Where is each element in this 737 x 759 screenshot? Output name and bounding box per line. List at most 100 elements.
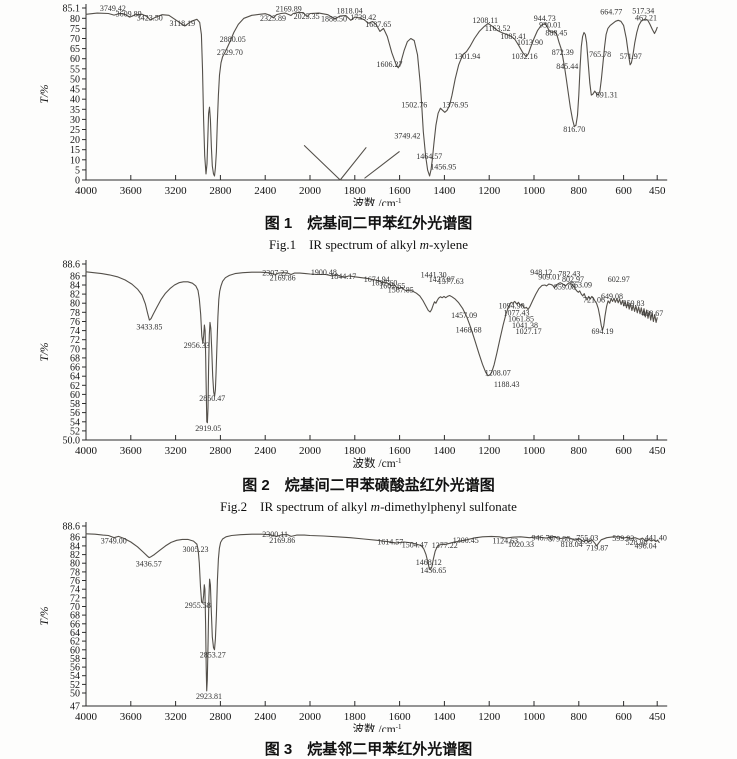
peak-wavenumber-label: 3749.42 bbox=[394, 132, 420, 141]
caption-italic: m bbox=[370, 498, 381, 514]
y-tick-label: 54 bbox=[70, 671, 80, 682]
y-tick-label: 52 bbox=[70, 680, 80, 691]
peak-wavenumber-label: 2955.58 bbox=[185, 601, 211, 610]
peak-wavenumber-label: 602.97 bbox=[608, 275, 630, 284]
y-tick-label: 76 bbox=[70, 317, 80, 328]
y-tick-label: 58 bbox=[70, 654, 80, 665]
peak-wavenumber-label: 1377.22 bbox=[432, 541, 458, 550]
y-tick-label: 50 bbox=[70, 688, 80, 699]
peak-wavenumber-label: 1602.65 bbox=[379, 282, 405, 291]
y-tick-label: 66 bbox=[70, 619, 80, 630]
y-tick-label: 80 bbox=[70, 299, 80, 310]
figure-3: 88.6 86 84 82 80 78 76 74 72 70 68 66 64 62 60 58 56 54 52… bbox=[0, 520, 737, 759]
peak-wavenumber-label: 559.83 bbox=[623, 299, 645, 308]
x-tick-label: 450 bbox=[649, 185, 666, 197]
peak-wavenumber-label: 2325.89 bbox=[260, 14, 286, 23]
peak-wavenumber-label: 1456.95 bbox=[430, 163, 456, 172]
peak-wavenumber-label: 2025.35 bbox=[294, 12, 320, 21]
y-tick-label: 5 bbox=[75, 165, 80, 176]
y-tick-label: 60 bbox=[70, 390, 80, 401]
x-tick-label: 1000 bbox=[523, 185, 546, 197]
x-tick-label: 2400 bbox=[254, 445, 277, 457]
peak-wavenumber-label: 468.67 bbox=[641, 309, 663, 318]
peak-wavenumber-label: 782.43 bbox=[558, 269, 580, 278]
y-axis-title: T/% bbox=[39, 342, 51, 361]
x-tick-label: 600 bbox=[615, 185, 632, 197]
peak-wavenumber-label: 3433.85 bbox=[136, 323, 162, 332]
ir-spectrum-chart-2: 88.6 86 84 82 80 78 76 74 72 70 68 66 64 62 60 58 56 54 52… bbox=[0, 258, 737, 473]
y-tick-label: 78 bbox=[70, 567, 80, 578]
peak-wavenumber-label: 2956.33 bbox=[184, 341, 210, 350]
peak-wavenumber-label: 1888.50 bbox=[321, 15, 347, 24]
y-tick-label: 15 bbox=[70, 145, 80, 156]
peak-wavenumber-label: 872.39 bbox=[552, 48, 574, 57]
peak-wavenumber-label: 816.70 bbox=[563, 125, 585, 134]
x-tick-label: 2000 bbox=[299, 711, 322, 723]
peak-wavenumber-label: 1504.47 bbox=[402, 540, 428, 549]
x-tick-label: 1800 bbox=[344, 445, 367, 457]
peak-wavenumber-label: 2307.22 bbox=[262, 268, 288, 277]
x-tick-label: 1400 bbox=[433, 445, 456, 457]
x-tick-label: 800 bbox=[571, 711, 588, 723]
curve-artifact-line bbox=[364, 151, 400, 179]
peak-wavenumber-label: 1567.85 bbox=[388, 285, 414, 294]
x-axis-title: 波数 /cm-1 bbox=[353, 456, 402, 468]
x-tick-label: 2800 bbox=[209, 445, 232, 457]
y-tick-label: 45 bbox=[70, 85, 80, 96]
peak-wavenumber-label: 3436.57 bbox=[136, 560, 162, 569]
y-tick-label: 40 bbox=[70, 95, 80, 106]
peak-wavenumber-label: 1163.52 bbox=[485, 24, 511, 33]
y-tick-label: 25 bbox=[70, 125, 80, 136]
figure-1-caption-zh: 图 1 烷基间二甲苯红外光谱图 bbox=[264, 215, 473, 232]
peak-wavenumber-label: 2169.89 bbox=[276, 4, 302, 13]
peak-wavenumber-label: 1094.90 bbox=[499, 302, 525, 311]
ir-spectrum-chart-1: 85.1 80 75 70 65 60 55 50 45 40 35 30 25 20 15 10 5 0 4000… bbox=[0, 0, 737, 211]
x-tick-label: 2000 bbox=[299, 185, 322, 197]
peak-wavenumber-label: 1077.43 bbox=[504, 308, 530, 317]
peak-wavenumber-label: 888.45 bbox=[545, 29, 567, 38]
ir-curve bbox=[85, 12, 658, 177]
caption-text: Fig.1 IR spectrum of alkyl bbox=[269, 236, 420, 252]
y-tick-label: 75 bbox=[70, 24, 80, 35]
peak-wavenumber-label: 1674.94 bbox=[364, 275, 390, 284]
peak-wavenumber-label: 496.04 bbox=[635, 541, 657, 550]
y-tick-label: 85.1 bbox=[63, 4, 81, 15]
peak-wavenumber-label: 1013.90 bbox=[517, 38, 543, 47]
x-tick-label: 600 bbox=[615, 711, 632, 723]
axes: 88.6868482807876747270686664626058565452… bbox=[39, 521, 668, 736]
peak-wavenumber-label: 1464.57 bbox=[416, 152, 442, 161]
peak-wavenumber-label: 1041.38 bbox=[512, 321, 538, 330]
peak-wavenumber-label: 2919.05 bbox=[195, 424, 221, 433]
peak-wavenumber-label: 1188.43 bbox=[494, 380, 520, 389]
x-tick-label: 1600 bbox=[389, 711, 412, 723]
x-tick-label: 2800 bbox=[209, 185, 232, 197]
y-tick-label: 86 bbox=[70, 271, 80, 282]
y-tick-label: 62 bbox=[70, 381, 80, 392]
peak-wavenumber-label: 859.08 bbox=[554, 282, 576, 291]
peak-wavenumber-label: 779.08 bbox=[570, 537, 592, 546]
peak-wavenumber-label: 3005.23 bbox=[183, 545, 209, 554]
y-tick-label: 56 bbox=[70, 408, 80, 419]
curve-artifact-line bbox=[303, 145, 367, 181]
x-tick-label: 2800 bbox=[209, 711, 232, 723]
peak-wavenumber-label: 1027.17 bbox=[516, 327, 542, 336]
x-tick-label: 3600 bbox=[120, 711, 143, 723]
y-tick-label: 82 bbox=[70, 550, 80, 561]
peak-wavenumber-label: 765.78 bbox=[589, 50, 611, 59]
peak-wavenumber-label: 3749.42 bbox=[100, 4, 126, 13]
y-tick-label: 86 bbox=[70, 533, 80, 544]
y-tick-label: 68 bbox=[70, 610, 80, 621]
peak-wavenumber-label: 1020.33 bbox=[508, 540, 534, 549]
peak-wavenumber-label: 1502.76 bbox=[401, 101, 427, 110]
x-tick-label: 450 bbox=[649, 711, 666, 723]
y-tick-label: 70 bbox=[70, 34, 80, 45]
peak-wavenumber-label: 1739.42 bbox=[350, 13, 376, 22]
axes: 88.6868482807876747270686664626058565452… bbox=[39, 259, 668, 470]
figure-2-caption-zh: 图 2 烷基间二甲苯磺酸盐红外光谱图 bbox=[242, 476, 495, 494]
y-tick-label: 74 bbox=[70, 585, 80, 596]
peak-wavenumber-label: 649.08 bbox=[601, 292, 623, 301]
x-tick-label: 1200 bbox=[478, 711, 501, 723]
peak-wavenumber-label: 879.86 bbox=[548, 534, 570, 543]
peak-wavenumber-label: 948.12 bbox=[530, 268, 552, 277]
figure-2: 88.6 86 84 82 80 78 76 74 72 70 68 66 64 62 60 58 56 54 52… bbox=[0, 258, 737, 516]
